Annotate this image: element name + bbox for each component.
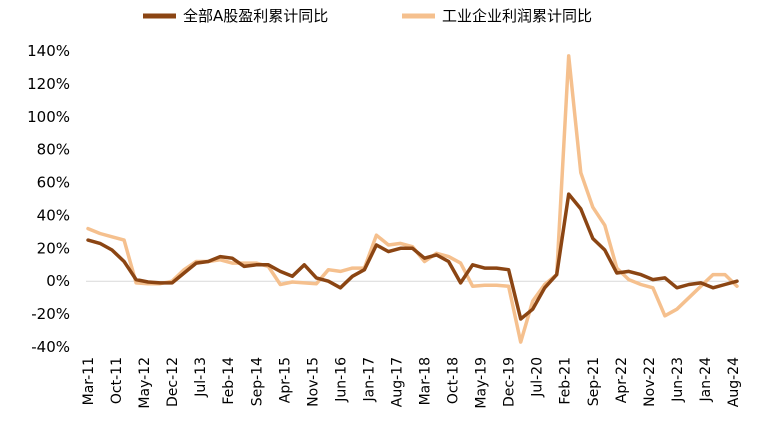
x-tick-label: Nov-15 xyxy=(305,357,321,407)
x-axis: Mar-11 Oct-11 May-12 Dec-12 Jul-13 Feb-14 Sep-… xyxy=(81,357,742,409)
x-tick-label: Apr-15 xyxy=(277,357,293,403)
x-tick-label: Apr-22 xyxy=(614,357,630,403)
series-line-2 xyxy=(86,54,739,344)
y-axis: 140% 120% 100% 80% 60% 40% 20% 0% -20% -40% xyxy=(27,42,70,356)
x-tick-label: Feb-21 xyxy=(558,357,574,405)
x-tick-label: Dec-12 xyxy=(165,357,181,407)
x-tick-label: Jul-20 xyxy=(530,357,546,398)
y-tick-label: 100% xyxy=(27,108,70,126)
x-tick-label: Oct-18 xyxy=(446,357,462,404)
x-tick-label: Mar-18 xyxy=(418,357,434,405)
y-tick-label: 0% xyxy=(46,272,70,290)
y-tick-label: 80% xyxy=(37,141,70,159)
legend-label-series-1: 全部A股盈利累计同比 xyxy=(183,7,328,25)
y-tick-label: 40% xyxy=(37,206,70,224)
x-tick-label: Dec-19 xyxy=(502,357,518,407)
x-tick-label: Jun-16 xyxy=(333,357,349,403)
x-tick-label: May-12 xyxy=(137,357,153,409)
y-tick-label: 60% xyxy=(37,174,70,192)
series-line-1 xyxy=(86,192,739,321)
x-tick-label: Aug-24 xyxy=(726,357,742,407)
y-tick-label: 20% xyxy=(37,239,70,257)
y-tick-label: 140% xyxy=(27,42,70,60)
x-tick-label: May-19 xyxy=(474,357,490,409)
x-tick-label: Jan-24 xyxy=(698,357,714,403)
y-tick-label: 120% xyxy=(27,75,70,93)
series-layer xyxy=(86,54,739,344)
legend: 全部A股盈利累计同比 工业企业利润累计同比 xyxy=(143,7,592,25)
x-tick-label: Sep-14 xyxy=(249,357,265,406)
x-tick-label: Oct-11 xyxy=(109,357,125,404)
x-tick-label: Aug-17 xyxy=(389,357,405,407)
x-tick-label: Feb-14 xyxy=(221,357,237,405)
legend-label-series-2: 工业企业利润累计同比 xyxy=(442,7,592,25)
x-tick-label: Jun-23 xyxy=(670,357,686,403)
x-tick-label: Nov-22 xyxy=(642,357,658,407)
x-tick-label: Jan-17 xyxy=(361,357,377,402)
y-tick-label: -40% xyxy=(31,338,70,356)
y-tick-label: -20% xyxy=(31,305,70,323)
x-tick-label: Sep-21 xyxy=(586,357,602,406)
x-tick-label: Jul-13 xyxy=(193,357,209,398)
x-tick-label: Mar-11 xyxy=(81,357,97,405)
